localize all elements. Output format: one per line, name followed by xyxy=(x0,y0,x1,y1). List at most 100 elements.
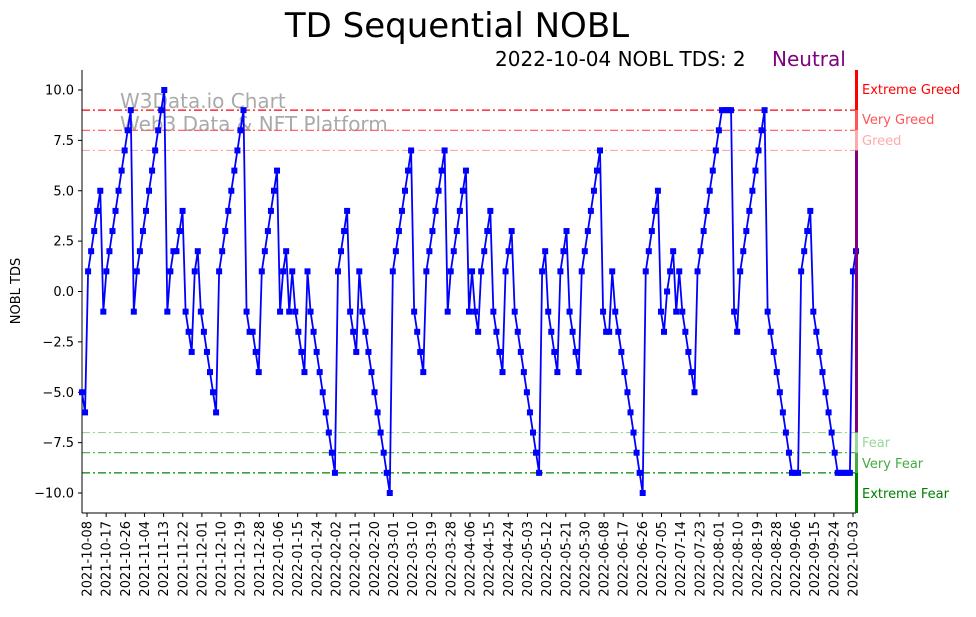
data-point xyxy=(843,469,850,476)
y-tick-label: 7.5 xyxy=(53,134,74,149)
data-point xyxy=(472,308,479,315)
data-point xyxy=(526,409,533,416)
x-tick-label: 2021-12-28 xyxy=(253,521,268,597)
data-point xyxy=(630,429,637,436)
data-point xyxy=(511,308,518,315)
data-point xyxy=(228,187,235,194)
data-point xyxy=(286,308,293,315)
data-point xyxy=(402,187,409,194)
x-tick-label: 2022-09-24 xyxy=(827,521,842,597)
data-point xyxy=(551,348,558,355)
data-point xyxy=(331,469,338,476)
data-point xyxy=(487,207,494,214)
data-point xyxy=(648,228,655,235)
data-point xyxy=(258,268,265,275)
data-point xyxy=(237,127,244,134)
data-point xyxy=(264,228,271,235)
data-point xyxy=(298,348,305,355)
data-point xyxy=(432,207,439,214)
data-point xyxy=(584,228,591,235)
x-tick-label: 2021-10-26 xyxy=(119,521,134,597)
data-point xyxy=(338,248,345,255)
data-point xyxy=(651,207,658,214)
data-point xyxy=(691,389,698,396)
data-point xyxy=(499,369,506,376)
data-point xyxy=(94,207,101,214)
data-point xyxy=(243,308,250,315)
data-point xyxy=(158,107,165,114)
data-point xyxy=(642,268,649,275)
data-point xyxy=(755,147,762,154)
data-point xyxy=(700,228,707,235)
y-tick-label: 2.5 xyxy=(53,235,74,250)
data-point xyxy=(414,328,421,335)
data-point xyxy=(295,328,302,335)
data-point xyxy=(121,147,128,154)
data-point xyxy=(292,308,299,315)
zone-label: Greed xyxy=(862,134,901,149)
data-point xyxy=(603,328,610,335)
data-point xyxy=(657,308,664,315)
zone-bar-segment xyxy=(855,452,858,473)
data-point xyxy=(557,268,564,275)
zone-bar-segment xyxy=(855,110,858,131)
x-tick-label: 2022-02-11 xyxy=(349,521,364,597)
data-point xyxy=(581,248,588,255)
data-point xyxy=(502,268,509,275)
data-point xyxy=(837,469,844,476)
data-point xyxy=(164,308,171,315)
x-tick-label: 2022-04-24 xyxy=(502,521,517,597)
data-point xyxy=(231,167,238,174)
data-point xyxy=(216,268,223,275)
data-point xyxy=(197,308,204,315)
data-point xyxy=(456,207,463,214)
data-point xyxy=(219,248,226,255)
zone-bar-segment xyxy=(855,70,858,111)
x-tick-label: 2022-06-17 xyxy=(617,521,632,597)
data-point xyxy=(200,328,207,335)
x-tick-label: 2022-05-30 xyxy=(578,521,593,597)
data-point xyxy=(484,228,491,235)
data-point xyxy=(79,389,85,396)
data-point xyxy=(444,308,451,315)
data-point xyxy=(304,268,311,275)
data-point xyxy=(97,187,104,194)
data-point xyxy=(840,469,847,476)
data-point xyxy=(782,429,789,436)
data-point xyxy=(103,268,110,275)
data-point xyxy=(429,228,436,235)
data-point xyxy=(270,187,277,194)
data-point xyxy=(127,107,134,114)
data-point xyxy=(289,268,296,275)
x-tick-label: 2021-11-13 xyxy=(157,521,172,597)
y-tick-label: −5.0 xyxy=(42,386,74,401)
data-point xyxy=(206,369,213,376)
data-point xyxy=(712,147,719,154)
data-point xyxy=(152,147,159,154)
data-point xyxy=(173,248,180,255)
watermark-line-1: W3Data.io Chart xyxy=(120,89,286,113)
data-point xyxy=(441,147,448,154)
data-point xyxy=(849,268,856,275)
data-point xyxy=(539,268,546,275)
data-point xyxy=(347,308,354,315)
data-point xyxy=(795,469,802,476)
data-point xyxy=(395,228,402,235)
x-tick-label: 2021-12-19 xyxy=(234,521,249,597)
data-point xyxy=(91,228,98,235)
data-point xyxy=(450,248,457,255)
data-point xyxy=(679,308,686,315)
data-point xyxy=(191,268,198,275)
data-point xyxy=(240,107,247,114)
data-point xyxy=(155,127,162,134)
x-tick-label: 2022-01-15 xyxy=(291,521,306,597)
data-point xyxy=(313,348,320,355)
data-point xyxy=(752,167,759,174)
data-point xyxy=(179,207,186,214)
zone-label: Extreme Fear xyxy=(862,487,950,502)
x-tick-label: 2022-05-03 xyxy=(521,521,536,597)
x-tick-label: 2022-03-10 xyxy=(406,521,421,597)
x-tick-label: 2022-07-23 xyxy=(693,521,708,597)
data-point xyxy=(667,268,674,275)
